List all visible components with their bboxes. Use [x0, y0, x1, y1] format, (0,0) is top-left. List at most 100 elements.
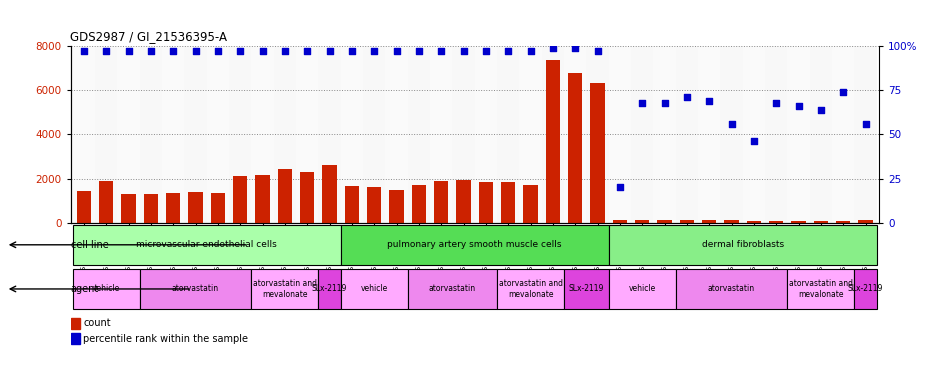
FancyBboxPatch shape [72, 269, 140, 309]
Text: agent: agent [70, 284, 99, 294]
Bar [587, 46, 609, 223]
Bar [340, 46, 363, 223]
Bar [162, 46, 184, 223]
Bar [345, 186, 359, 223]
Bar [300, 172, 315, 223]
Text: pulmonary artery smooth muscle cells: pulmonary artery smooth muscle cells [387, 240, 562, 249]
Bar [836, 220, 851, 223]
Text: vehicle: vehicle [361, 285, 388, 293]
Bar [788, 46, 809, 223]
Bar [854, 46, 877, 223]
FancyBboxPatch shape [340, 269, 408, 309]
Point [858, 121, 873, 127]
Point [657, 99, 672, 106]
Point [680, 94, 695, 100]
FancyBboxPatch shape [340, 225, 609, 265]
Text: atorvastatin and
mevalonate: atorvastatin and mevalonate [789, 279, 853, 299]
Point [99, 48, 114, 55]
FancyBboxPatch shape [676, 269, 788, 309]
Point [813, 107, 828, 113]
Bar [452, 46, 475, 223]
Text: SLx-2119: SLx-2119 [312, 285, 347, 293]
Point [277, 48, 292, 55]
FancyBboxPatch shape [609, 225, 877, 265]
FancyBboxPatch shape [251, 269, 319, 309]
Point [590, 48, 605, 55]
Bar [478, 182, 494, 223]
Bar [430, 46, 452, 223]
Point [523, 48, 538, 55]
Bar [564, 46, 587, 223]
Text: cell line: cell line [70, 240, 108, 250]
Bar [256, 175, 270, 223]
Point [746, 138, 761, 144]
Text: SLx-2119: SLx-2119 [569, 285, 604, 293]
Text: GDS2987 / GI_21536395-A: GDS2987 / GI_21536395-A [70, 30, 227, 43]
Bar [680, 220, 694, 223]
Bar [229, 46, 251, 223]
Text: dermal fibroblasts: dermal fibroblasts [701, 240, 784, 249]
Point [165, 48, 180, 55]
Bar [95, 46, 118, 223]
Point [478, 48, 494, 55]
FancyBboxPatch shape [319, 269, 340, 309]
Point [211, 48, 226, 55]
Bar [657, 220, 672, 223]
Text: atorvastatin: atorvastatin [708, 285, 755, 293]
Text: percentile rank within the sample: percentile rank within the sample [84, 334, 248, 344]
Point [344, 48, 359, 55]
Bar [207, 46, 229, 223]
Bar [408, 46, 430, 223]
Text: atorvastatin: atorvastatin [172, 285, 219, 293]
Bar [702, 220, 716, 223]
Bar [144, 194, 158, 223]
Point [701, 98, 716, 104]
Bar [121, 194, 135, 223]
Point [836, 89, 851, 95]
Bar [99, 181, 114, 223]
Bar [590, 83, 604, 223]
Bar [363, 46, 385, 223]
Point [724, 121, 739, 127]
Point [255, 48, 270, 55]
Bar [541, 46, 564, 223]
Bar [118, 46, 140, 223]
Bar [653, 46, 676, 223]
Point [121, 48, 136, 55]
Point [456, 48, 471, 55]
Text: count: count [84, 318, 111, 328]
Text: vehicle: vehicle [93, 285, 120, 293]
Bar [858, 220, 872, 223]
Bar [412, 185, 426, 223]
Bar [274, 46, 296, 223]
Bar [814, 220, 828, 223]
Bar [319, 46, 340, 223]
Bar [545, 60, 560, 223]
Text: microvascular endothelial cells: microvascular endothelial cells [136, 240, 277, 249]
FancyBboxPatch shape [609, 269, 676, 309]
Point [367, 48, 382, 55]
Point [188, 48, 203, 55]
Bar [434, 181, 448, 223]
Bar [77, 191, 91, 223]
Bar [501, 182, 515, 223]
FancyBboxPatch shape [854, 269, 877, 309]
Bar [140, 46, 162, 223]
Bar [211, 193, 226, 223]
Point [322, 48, 337, 55]
Bar [613, 220, 627, 223]
Point [76, 48, 91, 55]
Bar [497, 46, 520, 223]
Bar [524, 185, 538, 223]
Bar [188, 192, 203, 223]
Bar [367, 187, 382, 223]
Point [634, 99, 650, 106]
Bar [277, 169, 292, 223]
Bar [475, 46, 497, 223]
Bar [609, 46, 631, 223]
Bar [698, 46, 720, 223]
FancyBboxPatch shape [408, 269, 497, 309]
Point [769, 99, 784, 106]
Bar [791, 220, 806, 223]
Point [300, 48, 315, 55]
